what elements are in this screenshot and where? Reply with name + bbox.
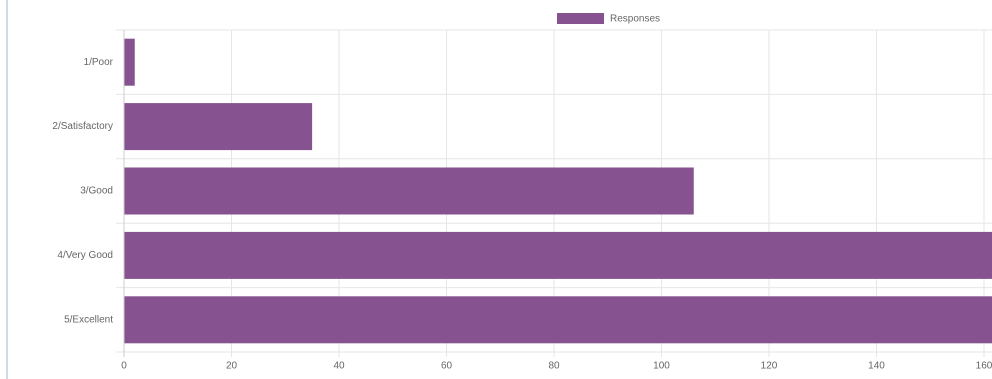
- x-tick-label: 20: [226, 361, 238, 372]
- bar: [124, 231, 992, 279]
- x-tick-label: 80: [548, 361, 560, 372]
- x-tick-label: 100: [653, 361, 670, 372]
- x-tick-label: 0: [121, 361, 127, 372]
- bar: [124, 38, 135, 86]
- legend-swatch: [557, 13, 604, 24]
- legend-label: Responses: [610, 14, 660, 25]
- x-tick-label: 140: [868, 361, 885, 372]
- x-tick-label: 160: [976, 361, 992, 372]
- x-tick-label: 40: [333, 361, 345, 372]
- y-tick-label: 5/Excellent: [64, 314, 113, 325]
- bar: [124, 296, 992, 344]
- x-tick-label: 60: [441, 361, 453, 372]
- bar: [124, 167, 694, 215]
- bar: [124, 103, 313, 151]
- y-tick-label: 4/Very Good: [57, 250, 113, 261]
- x-tick-label: 120: [761, 361, 778, 372]
- y-tick-label: 1/Poor: [84, 57, 114, 68]
- y-tick-label: 2/Satisfactory: [52, 121, 113, 132]
- y-tick-label: 3/Good: [80, 186, 113, 197]
